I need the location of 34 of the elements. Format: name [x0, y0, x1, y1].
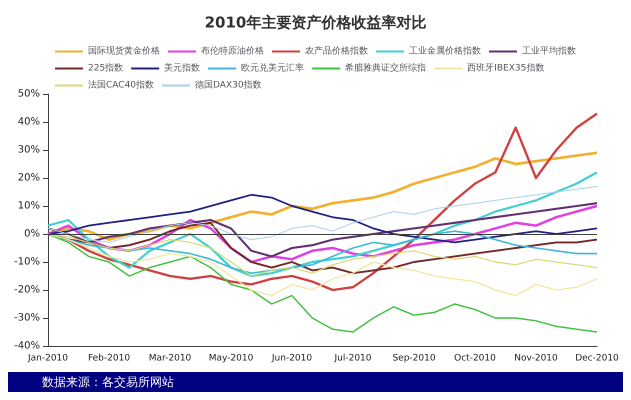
x-tick-label: Dec-2010	[575, 354, 620, 364]
x-tick-label: Jun-2010	[270, 354, 312, 364]
x-tick-label: Sep-2010	[392, 354, 436, 364]
legend-label: 德国DAX30指数	[195, 80, 262, 90]
x-tick-label: Jul-2010	[333, 354, 372, 364]
x-tick-label: Feb-2010	[88, 354, 130, 364]
legend-label: 美元指数	[164, 62, 200, 74]
x-tick-label: Mar-2010	[148, 354, 192, 364]
chart-title: 2010年主要资产价格收益率对比	[204, 14, 426, 32]
legend-label: 西班牙IBEX35指数	[467, 62, 544, 74]
legend-label: 工业金属价格指数	[409, 46, 481, 56]
legend-label: 布伦特原油价格	[201, 46, 264, 56]
y-tick-label: -40%	[14, 340, 40, 352]
x-tick-label: Jan-2010	[26, 354, 68, 364]
legend-label: 欧元兑美元汇率	[241, 62, 304, 74]
y-tick-label: 10%	[18, 200, 40, 212]
legend-label: 国际现货黄金价格	[88, 46, 160, 56]
legend-label: 法国CAC40指数	[88, 80, 154, 90]
x-tick-label: Nov-2010	[514, 354, 558, 364]
y-tick-label: -30%	[14, 312, 40, 324]
y-tick-label: -10%	[14, 256, 40, 268]
y-tick-label: 50%	[18, 88, 40, 100]
x-tick-label: Oct-2010	[454, 354, 496, 364]
legend-label: 农产品价格指数	[305, 46, 368, 56]
y-tick-label: -20%	[14, 284, 40, 296]
y-tick-label: 40%	[18, 116, 40, 128]
legend-label: 希腊雅典证交所综指	[345, 62, 426, 74]
y-tick-label: 0%	[24, 228, 40, 240]
y-tick-label: 20%	[18, 172, 40, 184]
x-tick-label: May-2010	[208, 354, 254, 364]
y-tick-label: 30%	[18, 144, 40, 156]
legend-label: 工业平均指数	[522, 46, 576, 56]
source-note: 数据来源：各交易所网站	[42, 375, 174, 389]
legend-label: 225指数	[88, 62, 124, 74]
